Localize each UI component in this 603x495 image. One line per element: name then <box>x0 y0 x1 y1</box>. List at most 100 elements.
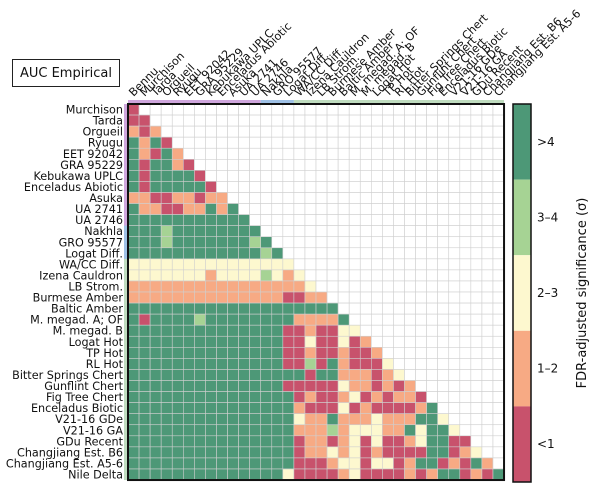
heatmap-cell <box>348 358 361 370</box>
heatmap-cell <box>260 291 273 304</box>
heatmap-cell <box>326 457 339 470</box>
heatmap-cell <box>171 181 184 193</box>
heatmap-cell <box>127 258 140 271</box>
heatmap-cell <box>260 335 273 348</box>
heatmap-empty-cell <box>359 214 372 226</box>
heatmap-cell <box>138 181 151 193</box>
heatmap-cell <box>183 247 195 260</box>
heatmap-cell <box>149 170 162 182</box>
heatmap-empty-cell <box>393 214 405 226</box>
heatmap-cell <box>183 258 195 271</box>
heatmap-empty-cell <box>393 159 405 171</box>
heatmap-cell <box>194 324 206 337</box>
heatmap-cell <box>393 413 405 426</box>
heatmap-cell <box>160 347 173 359</box>
heatmap-cell <box>127 424 140 437</box>
heatmap-cell <box>260 302 273 315</box>
heatmap-cell <box>304 468 317 481</box>
heatmap-cell <box>160 358 173 370</box>
heatmap-empty-cell <box>205 147 217 160</box>
heatmap-empty-cell <box>492 435 505 448</box>
colorbar-segment <box>513 104 531 180</box>
heatmap-cell <box>160 258 173 271</box>
heatmap-cell <box>337 413 350 426</box>
heatmap-cell <box>238 457 250 470</box>
heatmap-cell <box>348 435 361 448</box>
heatmap-empty-cell <box>481 225 494 238</box>
heatmap-empty-cell <box>348 269 361 282</box>
heatmap-cell <box>249 247 262 260</box>
heatmap-cell <box>127 413 140 426</box>
heatmap-empty-cell <box>415 302 427 315</box>
heatmap-cell <box>326 435 339 448</box>
heatmap-cell <box>304 435 317 448</box>
heatmap-empty-cell <box>492 391 505 403</box>
heatmap-cell <box>138 457 151 470</box>
heatmap-cell <box>183 457 195 470</box>
heatmap-cell <box>326 302 339 315</box>
heatmap-cell <box>205 424 217 437</box>
heatmap-cell <box>227 369 239 381</box>
heatmap-cell <box>371 413 383 426</box>
heatmap-empty-cell <box>238 125 250 138</box>
heatmap-empty-cell <box>348 203 361 215</box>
heatmap-cell <box>205 247 217 260</box>
heatmap-cell <box>371 358 383 370</box>
heatmap-empty-cell <box>404 236 416 249</box>
heatmap-empty-cell <box>404 214 416 226</box>
heatmap-empty-cell <box>359 247 372 260</box>
heatmap-cell <box>271 313 284 326</box>
heatmap-empty-cell <box>448 280 461 293</box>
heatmap-empty-cell <box>470 170 483 182</box>
heatmap-empty-cell <box>359 192 372 204</box>
heatmap-empty-cell <box>437 181 450 193</box>
heatmap-cell <box>127 136 140 149</box>
heatmap-cell <box>149 391 162 403</box>
heatmap-empty-cell <box>459 358 472 370</box>
heatmap-cell <box>138 347 151 359</box>
heatmap-cell <box>149 236 162 249</box>
heatmap-cell <box>271 468 284 481</box>
heatmap-cell <box>227 402 239 414</box>
heatmap-cell <box>216 214 228 226</box>
heatmap-cell <box>183 435 195 448</box>
heatmap-cell <box>171 335 184 348</box>
heatmap-empty-cell <box>437 114 450 127</box>
heatmap-cell <box>260 247 273 260</box>
heatmap-empty-cell <box>249 192 262 204</box>
heatmap-empty-cell <box>359 313 372 326</box>
heatmap-empty-cell <box>183 125 195 138</box>
heatmap-empty-cell <box>481 258 494 271</box>
heatmap-cell <box>216 291 228 304</box>
heatmap-cell <box>205 335 217 348</box>
heatmap-empty-cell <box>371 269 383 282</box>
heatmap-empty-cell <box>238 170 250 182</box>
heatmap-cell <box>382 369 394 381</box>
heatmap-empty-cell <box>304 114 317 127</box>
heatmap-cell <box>227 302 239 315</box>
heatmap-empty-cell <box>448 258 461 271</box>
heatmap-empty-cell <box>337 225 350 238</box>
heatmap-empty-cell <box>315 269 328 282</box>
colorbar-tick-label: 2–3 <box>537 286 558 300</box>
heatmap-cell <box>437 446 450 459</box>
heatmap-empty-cell <box>415 114 427 127</box>
heatmap-empty-cell <box>315 236 328 249</box>
heatmap-empty-cell <box>348 125 361 138</box>
heatmap-empty-cell <box>470 147 483 160</box>
heatmap-cell <box>337 380 350 392</box>
heatmap-cell <box>138 225 151 238</box>
heatmap-cell <box>127 380 140 392</box>
heatmap-empty-cell <box>448 413 461 426</box>
heatmap-cell <box>238 291 250 304</box>
heatmap-empty-cell <box>470 236 483 249</box>
heatmap-empty-cell <box>282 181 295 193</box>
heatmap-empty-cell <box>404 269 416 282</box>
heatmap-empty-cell <box>382 347 394 359</box>
heatmap-empty-cell <box>404 313 416 326</box>
heatmap-empty-cell <box>271 136 284 149</box>
heatmap-empty-cell <box>481 214 494 226</box>
heatmap-empty-cell <box>426 247 438 260</box>
heatmap-cell <box>326 380 339 392</box>
heatmap-empty-cell <box>183 136 195 149</box>
